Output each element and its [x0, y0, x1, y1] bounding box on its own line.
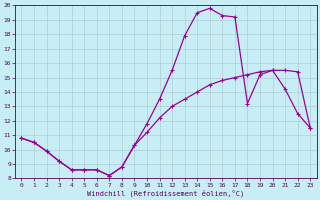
- X-axis label: Windchill (Refroidissement éolien,°C): Windchill (Refroidissement éolien,°C): [87, 189, 244, 197]
